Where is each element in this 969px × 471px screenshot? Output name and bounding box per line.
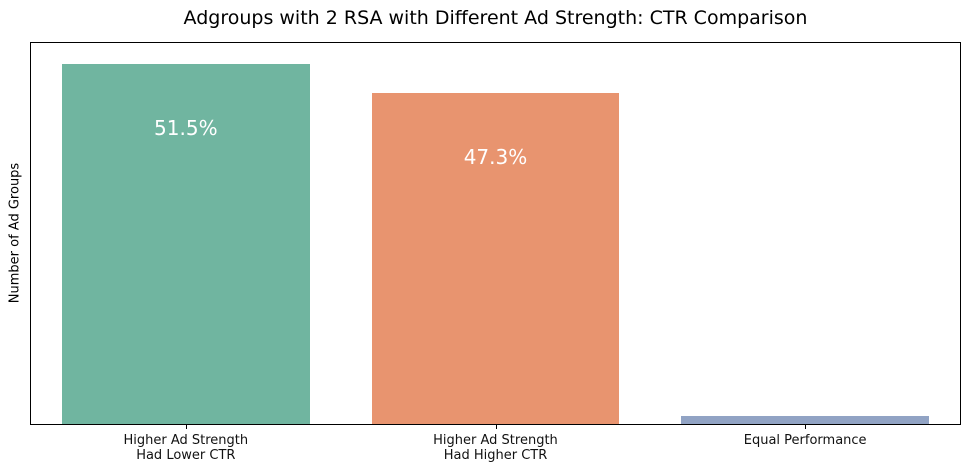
bar-3 — [681, 416, 930, 424]
plot-area: 51.5% 47.3% — [30, 42, 961, 425]
x-tick-label: Higher Ad Strength Had Higher CTR — [433, 433, 558, 464]
bar-value-label: 47.3% — [463, 145, 528, 169]
x-tick-label: Equal Performance — [743, 433, 867, 448]
y-axis-label: Number of Ad Groups — [7, 162, 23, 304]
bar-2: 47.3% — [371, 93, 620, 424]
x-axis-ticks: Higher Ad Strength Had Lower CTR Higher A… — [31, 425, 960, 471]
x-tick-mark — [185, 425, 187, 429]
bar-value-label: 51.5% — [154, 116, 218, 140]
x-tick-label: Higher Ad Strength Had Lower CTR — [123, 433, 249, 464]
x-tick-mark — [805, 425, 807, 429]
chart-title: Adgroups with 2 RSA with Different Ad St… — [183, 7, 808, 29]
bar-1: 51.5% — [61, 64, 310, 424]
x-tick-mark — [495, 425, 497, 429]
